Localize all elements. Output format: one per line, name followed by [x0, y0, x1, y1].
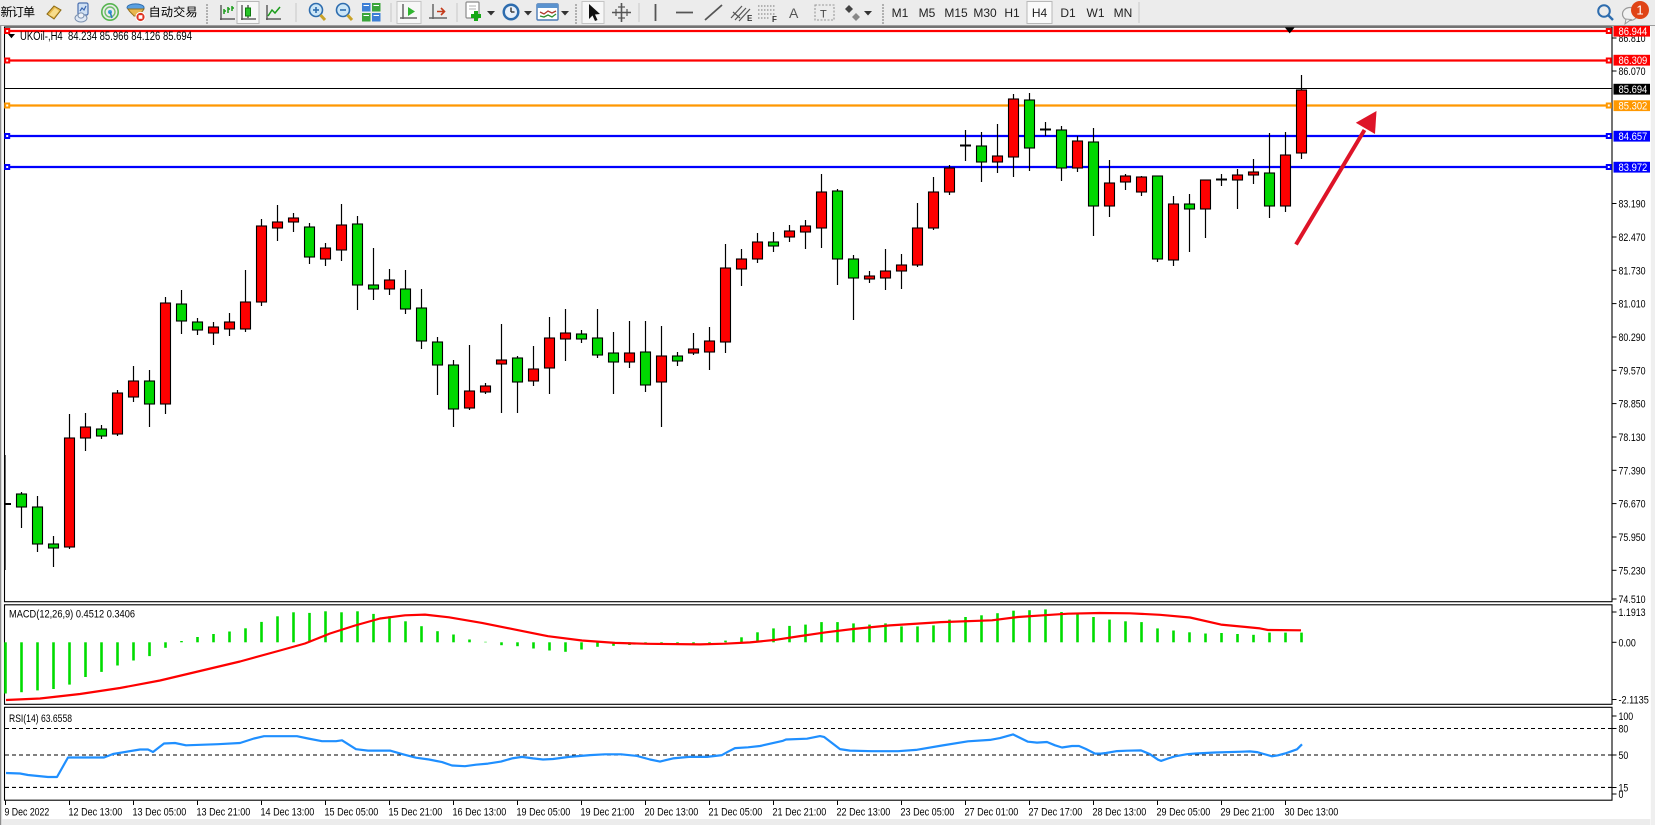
svg-text:78.130: 78.130: [1619, 432, 1646, 444]
svg-text:80.290: 80.290: [1619, 332, 1646, 344]
svg-text:74.510: 74.510: [1619, 594, 1646, 606]
svg-text:E: E: [747, 14, 753, 23]
svg-text:13 Dec 21:00: 13 Dec 21:00: [197, 807, 251, 819]
svg-text:D1: D1: [1060, 6, 1076, 20]
svg-text:W1: W1: [1087, 6, 1105, 20]
svg-text:T: T: [820, 9, 827, 21]
svg-text:75.950: 75.950: [1619, 532, 1646, 544]
svg-text:83.190: 83.190: [1619, 199, 1646, 211]
svg-text:12 Dec 13:00: 12 Dec 13:00: [69, 807, 123, 819]
svg-text:19 Dec 05:00: 19 Dec 05:00: [517, 807, 571, 819]
svg-text:H4: H4: [1032, 6, 1048, 20]
svg-text:80: 80: [1619, 724, 1629, 736]
svg-text:MACD(12,26,9) 0.4512 0.3406: MACD(12,26,9) 0.4512 0.3406: [9, 609, 135, 621]
svg-text:50: 50: [1619, 750, 1629, 762]
svg-text:78.850: 78.850: [1619, 399, 1646, 411]
svg-text:19 Dec 21:00: 19 Dec 21:00: [581, 807, 635, 819]
svg-text:100: 100: [1619, 711, 1634, 723]
svg-text:0: 0: [1619, 789, 1624, 801]
svg-text:9 Dec 2022: 9 Dec 2022: [5, 807, 50, 819]
svg-text:M15: M15: [944, 6, 968, 20]
svg-text:M1: M1: [892, 6, 909, 20]
svg-text:81.010: 81.010: [1619, 299, 1646, 311]
svg-text:A: A: [789, 5, 799, 21]
svg-text:-2.1135: -2.1135: [1619, 695, 1649, 707]
svg-text:22 Dec 13:00: 22 Dec 13:00: [837, 807, 891, 819]
svg-text:86.944: 86.944: [1619, 26, 1648, 38]
svg-text:86.070: 86.070: [1619, 66, 1646, 78]
svg-text:13 Dec 05:00: 13 Dec 05:00: [133, 807, 187, 819]
svg-text:75.230: 75.230: [1619, 565, 1646, 577]
svg-text:15 Dec 21:00: 15 Dec 21:00: [389, 807, 443, 819]
svg-text:UKOil-,H4 84.234 85.966 84.12: UKOil-,H4 84.234 85.966 84.126 85.694: [20, 31, 192, 43]
svg-text:76.670: 76.670: [1619, 499, 1646, 511]
svg-text:20 Dec 13:00: 20 Dec 13:00: [645, 807, 699, 819]
svg-text:23 Dec 05:00: 23 Dec 05:00: [901, 807, 955, 819]
svg-text:H1: H1: [1004, 6, 1020, 20]
svg-text:82.470: 82.470: [1619, 232, 1646, 244]
svg-text:79.570: 79.570: [1619, 365, 1646, 377]
svg-text:29 Dec 05:00: 29 Dec 05:00: [1157, 807, 1211, 819]
svg-text:1.1913: 1.1913: [1619, 607, 1646, 619]
svg-text:0.00: 0.00: [1619, 637, 1636, 649]
svg-text:83.972: 83.972: [1619, 162, 1648, 174]
svg-text:30 Dec 13:00: 30 Dec 13:00: [1285, 807, 1339, 819]
svg-text:MN: MN: [1114, 6, 1133, 20]
svg-text:21 Dec 21:00: 21 Dec 21:00: [773, 807, 827, 819]
svg-text:29 Dec 21:00: 29 Dec 21:00: [1221, 807, 1275, 819]
svg-text:86.309: 86.309: [1619, 55, 1648, 67]
svg-text:M30: M30: [973, 6, 997, 20]
svg-text:27 Dec 01:00: 27 Dec 01:00: [965, 807, 1019, 819]
svg-text:85.694: 85.694: [1619, 84, 1648, 96]
svg-text:15 Dec 05:00: 15 Dec 05:00: [325, 807, 379, 819]
svg-text:84.657: 84.657: [1619, 131, 1648, 143]
svg-text:F: F: [772, 15, 777, 24]
svg-text:81.730: 81.730: [1619, 265, 1646, 277]
svg-text:27 Dec 17:00: 27 Dec 17:00: [1029, 807, 1083, 819]
svg-text:14 Dec 13:00: 14 Dec 13:00: [261, 807, 315, 819]
svg-text:21 Dec 05:00: 21 Dec 05:00: [709, 807, 763, 819]
svg-text:RSI(14) 63.6558: RSI(14) 63.6558: [9, 713, 72, 725]
svg-text:16 Dec 13:00: 16 Dec 13:00: [453, 807, 507, 819]
svg-text:M5: M5: [919, 6, 936, 20]
svg-text:1: 1: [1636, 3, 1643, 18]
svg-text:85.302: 85.302: [1619, 101, 1648, 113]
svg-text:15: 15: [1619, 783, 1629, 795]
svg-text:28 Dec 13:00: 28 Dec 13:00: [1093, 807, 1147, 819]
svg-text:77.390: 77.390: [1619, 465, 1646, 477]
